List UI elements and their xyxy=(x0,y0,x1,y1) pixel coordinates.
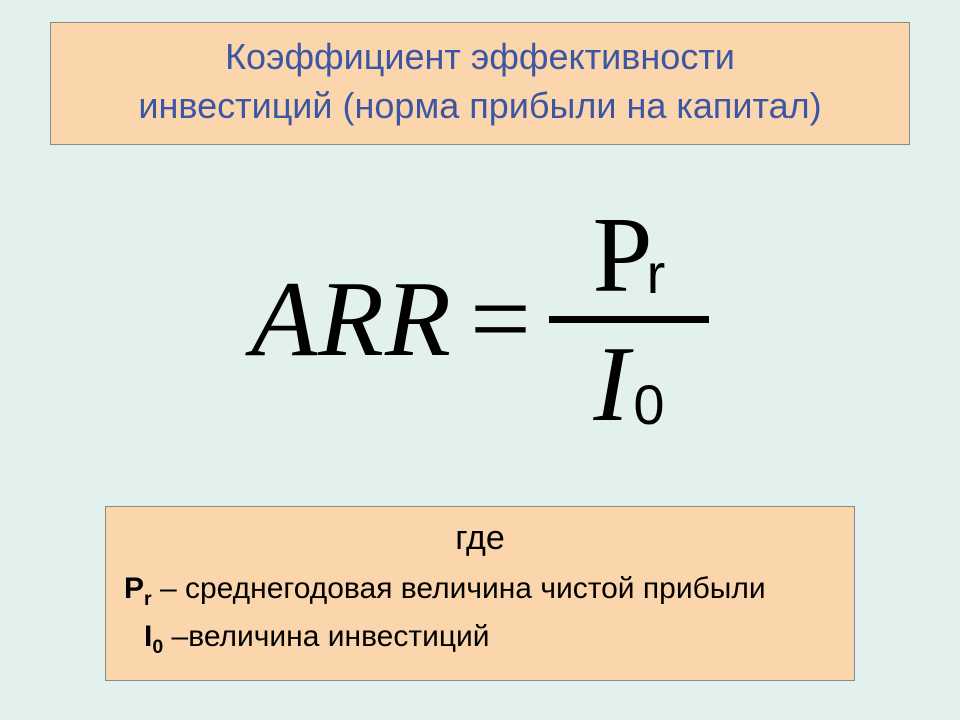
legend1-symbol: P xyxy=(124,572,144,605)
denominator-base: I xyxy=(593,331,629,439)
numerator-base: P xyxy=(593,202,653,310)
numerator-sub: r xyxy=(647,246,666,302)
formula-equals: = xyxy=(470,258,531,382)
legend-where: где xyxy=(124,519,836,558)
fraction: P r I 0 xyxy=(549,200,709,439)
legend2-dash: – xyxy=(163,620,188,653)
title-line1: Коэффициент эффективности xyxy=(225,36,735,77)
legend-line-1: Pr – среднегодовая величина чистой прибы… xyxy=(124,566,836,614)
denominator-sub: 0 xyxy=(633,377,664,433)
legend2-text: величина инвестиций xyxy=(188,620,489,653)
legend1-sub: r xyxy=(144,588,152,610)
denominator: I 0 xyxy=(593,329,664,439)
legend1-text: среднегодовая величина чистой прибыли xyxy=(185,572,766,605)
formula: ARR = P r I 0 xyxy=(0,200,960,439)
fraction-bar xyxy=(549,316,709,323)
legend2-sub: 0 xyxy=(152,636,163,658)
title-line2: инвестиций (норма прибыли на капитал) xyxy=(138,85,821,126)
legend1-dash: – xyxy=(152,572,185,605)
legend-box: где Pr – среднегодовая величина чистой п… xyxy=(105,506,855,681)
slide: Коэффициент эффективности инвестиций (но… xyxy=(0,0,960,720)
legend-line-2: I0 –величина инвестиций xyxy=(124,614,836,662)
numerator: P r xyxy=(593,200,666,310)
formula-inner: ARR = P r I 0 xyxy=(251,200,709,439)
title-box: Коэффициент эффективности инвестиций (но… xyxy=(50,22,910,145)
formula-lhs: ARR xyxy=(251,258,452,382)
